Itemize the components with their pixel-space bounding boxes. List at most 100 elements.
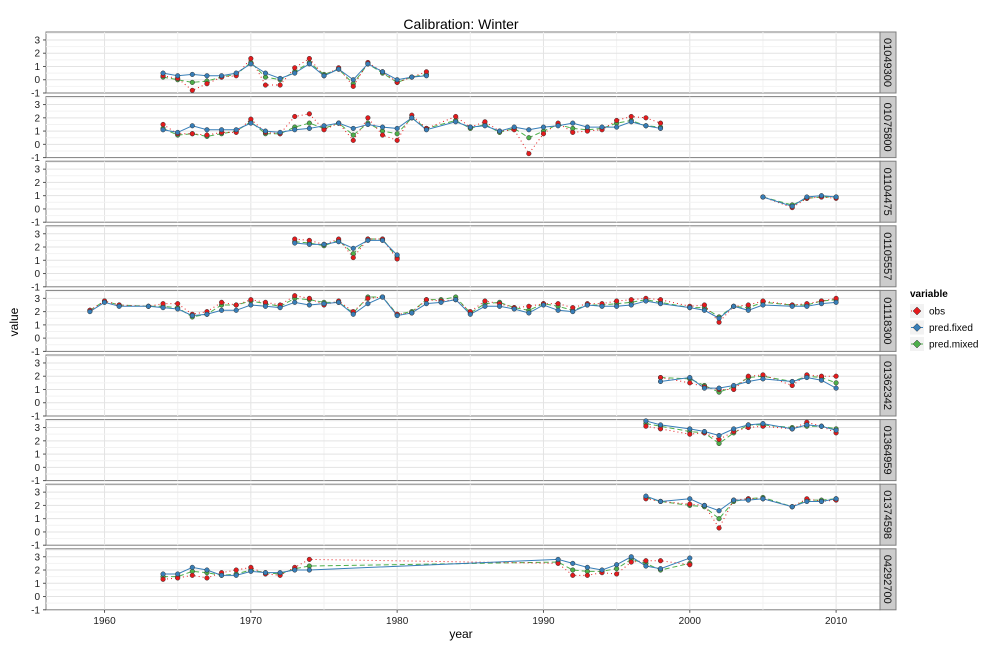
point-obs [643, 115, 649, 121]
strip-label: 01118300 [881, 297, 893, 344]
point-pred.fixed [789, 426, 795, 432]
point-pred.fixed [657, 498, 664, 504]
point-obs [306, 556, 312, 562]
point-obs [189, 131, 195, 137]
point-pred.fixed [204, 567, 210, 573]
y-tick-label: -1 [31, 347, 40, 358]
point-pred.fixed [614, 303, 620, 309]
point-pred.fixed [818, 193, 825, 199]
point-pred.fixed [233, 572, 239, 578]
point-pred.fixed [818, 498, 825, 504]
point-pred.fixed [760, 496, 766, 502]
point-pred.fixed [292, 567, 298, 573]
point-pred.fixed [760, 376, 766, 382]
strip-background [879, 31, 897, 94]
point-obs [350, 83, 356, 89]
point-pred.fixed [526, 310, 532, 316]
point-obs [526, 303, 532, 309]
point-pred.fixed [643, 418, 649, 424]
point-obs [540, 131, 547, 137]
point-obs [262, 82, 269, 88]
point-pred.fixed [497, 303, 503, 309]
point-pred.fixed [716, 385, 722, 391]
strip-background [879, 548, 897, 611]
y-tick-label: 3 [34, 229, 40, 240]
panels-group: -1 0 1 2 3 01049300 -1 0 1 2 3 01075800 -1 0 1 2 3 011044… [31, 31, 897, 616]
point-pred.fixed [555, 123, 561, 129]
point-obs [350, 255, 356, 261]
point-pred.fixed [833, 299, 839, 305]
point-pred.fixed [555, 307, 561, 313]
point-pred.fixed [204, 311, 210, 317]
y-tick-label: 3 [34, 165, 40, 176]
point-obs [204, 81, 210, 87]
point-pred.fixed [277, 129, 283, 135]
point-pred.fixed [394, 125, 400, 131]
point-pred.fixed [526, 127, 532, 133]
point-pred.fixed [511, 306, 517, 312]
point-pred.fixed [760, 421, 766, 427]
point-pred.fixed [731, 382, 737, 389]
point-obs [643, 558, 649, 564]
point-pred.fixed [570, 560, 576, 566]
point-pred.fixed [365, 237, 371, 243]
panel-01105557: -1 0 1 2 3 01105557 [31, 225, 897, 293]
point-obs [628, 113, 634, 120]
point-pred.fixed [189, 71, 195, 77]
point-obs [379, 132, 386, 138]
point-pred.mixed [716, 516, 722, 522]
point-pred.fixed [379, 124, 386, 130]
panel-04292700: -1 0 1 2 3 04292700 [31, 548, 897, 616]
point-pred.fixed [336, 239, 342, 245]
point-pred.fixed [365, 301, 371, 307]
y-tick-label: 1 [34, 579, 40, 590]
point-obs [204, 575, 210, 581]
point-obs [833, 373, 839, 379]
point-pred.fixed [643, 123, 649, 129]
y-tick-label: 1 [34, 450, 40, 461]
point-pred.fixed [614, 124, 620, 130]
y-tick-label: 1 [34, 62, 40, 73]
point-pred.fixed [497, 128, 503, 134]
point-pred.fixed [306, 125, 312, 131]
point-pred.fixed [570, 120, 576, 126]
strip-label: 01374598 [881, 490, 893, 539]
legend-marker-obs [912, 306, 922, 316]
point-pred.fixed [657, 301, 664, 307]
x-tick-label: 2010 [825, 616, 848, 627]
point-pred.fixed [379, 69, 386, 75]
strip-background [879, 289, 897, 352]
point-obs [687, 431, 693, 437]
y-tick-label: 0 [34, 463, 40, 474]
point-obs [306, 295, 312, 301]
point-pred.fixed [789, 203, 795, 209]
point-obs [306, 111, 312, 117]
point-pred.fixed [643, 493, 649, 499]
y-tick-label: -1 [31, 218, 40, 229]
y-tick-label: 0 [34, 592, 40, 603]
point-obs [160, 121, 166, 127]
y-tick-label: 1 [34, 191, 40, 202]
point-pred.fixed [306, 567, 312, 573]
point-pred.fixed [219, 73, 225, 79]
y-tick-label: 3 [34, 294, 40, 305]
point-pred.fixed [336, 66, 342, 72]
point-pred.fixed [379, 294, 386, 300]
panel-background [45, 483, 881, 546]
point-pred.fixed [350, 125, 356, 131]
point-pred.fixed [394, 252, 400, 258]
point-obs [526, 151, 532, 157]
point-pred.fixed [789, 504, 795, 510]
y-tick-label: 3 [34, 35, 40, 46]
point-pred.fixed [262, 70, 269, 76]
point-pred.fixed [160, 305, 166, 311]
point-obs [628, 297, 634, 303]
point-pred.fixed [745, 307, 751, 313]
point-pred.fixed [306, 241, 312, 247]
point-pred.fixed [189, 123, 195, 129]
point-pred.fixed [219, 307, 225, 313]
point-pred.fixed [321, 241, 327, 247]
point-pred.fixed [423, 73, 429, 79]
series-line-pred.mixed [163, 558, 690, 578]
point-pred.fixed [584, 564, 590, 570]
